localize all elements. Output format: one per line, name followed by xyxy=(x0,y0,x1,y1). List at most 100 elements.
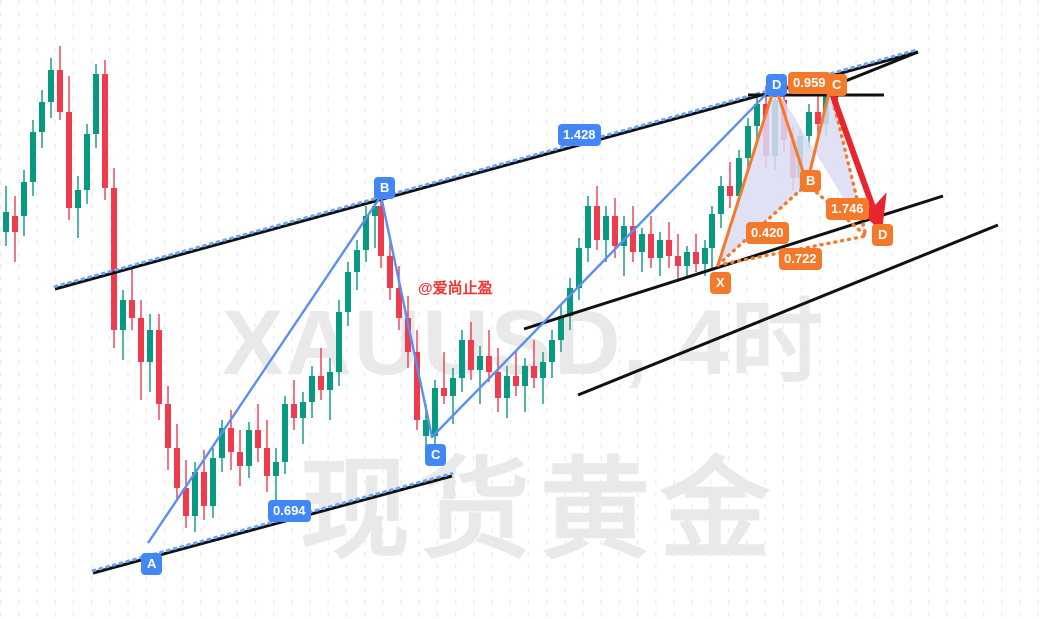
candle-body xyxy=(718,186,724,214)
candle-body xyxy=(531,366,537,378)
candle-body xyxy=(621,226,627,246)
ratio-0959[interactable]: 0.959 xyxy=(788,72,831,94)
ratio-1428[interactable]: 1.428 xyxy=(558,124,601,146)
candle-body xyxy=(806,112,812,136)
candle-body xyxy=(450,378,456,396)
candle-body xyxy=(459,340,465,378)
candle-body xyxy=(684,252,690,266)
harmonic-point-x[interactable]: X xyxy=(710,272,731,294)
pattern-overlays xyxy=(53,48,999,575)
candle-body xyxy=(183,488,189,516)
candle-body xyxy=(754,104,760,126)
candle-body xyxy=(477,356,483,370)
candle-body xyxy=(576,248,582,288)
candle-body xyxy=(336,312,342,372)
ratio-0722[interactable]: 0.722 xyxy=(779,248,822,270)
inner-channel-lower[interactable] xyxy=(577,223,999,397)
upper-channel-left-dots xyxy=(53,48,920,289)
candle-body xyxy=(540,362,546,378)
upper-right-extension[interactable] xyxy=(837,50,919,86)
ratio-0420[interactable]: 0.420 xyxy=(746,222,789,244)
point-b[interactable]: B xyxy=(374,177,396,199)
candle-body xyxy=(21,182,27,216)
candle-body xyxy=(594,206,600,240)
candle-body xyxy=(522,366,528,386)
candle-body xyxy=(174,448,180,488)
candle-body xyxy=(639,234,645,252)
candle-body xyxy=(228,428,234,452)
candle-body xyxy=(363,216,369,250)
candle-body xyxy=(693,252,699,264)
candle-body xyxy=(648,234,654,258)
candle-body xyxy=(468,340,474,370)
bearish-arrow[interactable] xyxy=(830,93,887,233)
candle-body xyxy=(12,216,18,232)
abcd-pattern-path[interactable] xyxy=(147,84,776,544)
candle-body xyxy=(282,404,288,462)
candle-body xyxy=(192,472,198,516)
candle-body xyxy=(513,376,519,386)
candle-body xyxy=(709,214,715,248)
harmonic-point-c[interactable]: C xyxy=(826,74,848,96)
candle-body xyxy=(39,102,45,132)
candle-body xyxy=(129,300,135,318)
ratio-0694[interactable]: 0.694 xyxy=(268,500,311,522)
candle-body xyxy=(291,404,297,418)
candle-body xyxy=(318,376,324,390)
candle-body xyxy=(3,212,9,232)
candle-body xyxy=(300,402,306,418)
candle-body xyxy=(345,272,351,312)
candle-body xyxy=(93,74,99,134)
candle-body xyxy=(432,388,438,436)
point-c[interactable]: C xyxy=(425,444,447,466)
harmonic-fill-left xyxy=(718,85,807,265)
candle-body xyxy=(246,430,252,466)
candle-body xyxy=(405,318,411,352)
candle-body xyxy=(387,256,393,288)
candle-body xyxy=(201,472,207,506)
candle-body xyxy=(273,462,279,476)
candle-body xyxy=(120,300,126,330)
candle-body xyxy=(378,206,384,256)
candle-body xyxy=(264,448,270,476)
candle-body xyxy=(549,340,555,362)
candle-body xyxy=(102,74,108,188)
candle-body xyxy=(219,428,225,458)
candle-body xyxy=(147,330,153,362)
candle-body xyxy=(327,372,333,390)
candle-body xyxy=(504,376,510,398)
point-d[interactable]: D xyxy=(766,74,788,96)
ratio-1746[interactable]: 1.746 xyxy=(826,198,869,220)
candle-body xyxy=(138,318,144,362)
harmonic-pattern-path[interactable] xyxy=(716,83,832,266)
candle-body xyxy=(210,458,216,506)
harmonic-point-d[interactable]: D xyxy=(872,224,894,246)
candle-body xyxy=(657,240,663,258)
candle-body xyxy=(84,134,90,190)
candle-body xyxy=(815,112,821,124)
candle-body xyxy=(30,132,36,182)
candle-body xyxy=(372,206,378,216)
candle-body xyxy=(156,330,162,404)
candle-body xyxy=(675,256,681,266)
candle-body xyxy=(237,452,243,466)
candle-body xyxy=(745,126,751,158)
candle-body xyxy=(612,216,618,246)
candle-body xyxy=(165,404,171,448)
author-handle-watermark: @爱尚止盈 xyxy=(418,280,493,297)
candle-body xyxy=(354,250,360,272)
candle-body xyxy=(255,430,261,448)
harmonic-point-b[interactable]: B xyxy=(800,170,822,192)
point-a[interactable]: A xyxy=(141,553,163,575)
candle-body xyxy=(486,356,492,372)
candle-body xyxy=(727,186,733,196)
candle-body xyxy=(666,240,672,256)
candle-body xyxy=(414,352,420,420)
candle-body xyxy=(75,190,81,208)
candle-body xyxy=(441,388,447,396)
candle-body xyxy=(57,70,63,112)
candle-body xyxy=(66,112,72,208)
